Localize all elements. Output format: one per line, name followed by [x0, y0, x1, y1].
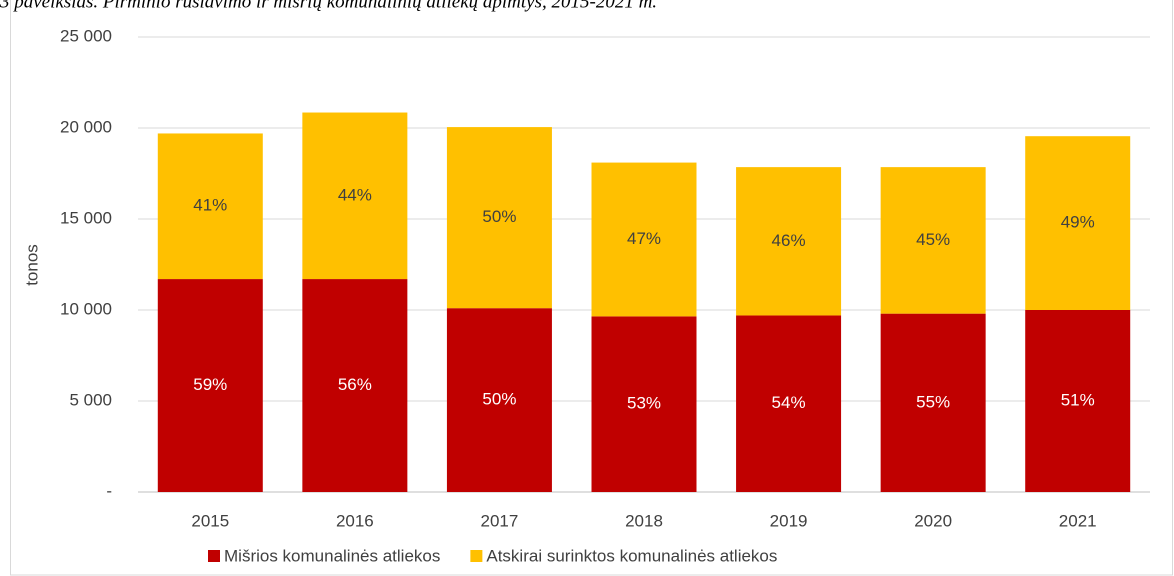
y-tick-label: 5 000 [69, 390, 112, 409]
bar-segment [302, 112, 408, 280]
bar-segment [1025, 310, 1131, 492]
data-label: 59% [193, 375, 227, 394]
bar-segment [446, 127, 552, 309]
bar-segment [736, 315, 842, 492]
x-tick-label: 2015 [191, 511, 229, 530]
bar-segment [591, 316, 697, 492]
legend-swatch [470, 550, 483, 562]
data-label: 47% [627, 229, 661, 248]
y-axis-title: tonos [22, 244, 41, 286]
bar-segment [880, 313, 986, 492]
x-tick-label: 2019 [770, 511, 808, 530]
data-label: 53% [627, 394, 661, 413]
bar-segment [157, 279, 263, 492]
y-tick-label: 15 000 [60, 208, 112, 227]
bar-segment [1025, 136, 1131, 310]
data-label: 41% [193, 196, 227, 215]
x-tick-label: 2016 [336, 511, 374, 530]
data-label: 55% [916, 392, 950, 411]
y-tick-label: 25 000 [60, 26, 112, 45]
data-label: 50% [482, 207, 516, 226]
chart-border [10, 0, 1173, 576]
x-tick-label: 2021 [1059, 511, 1097, 530]
legend-swatch [208, 550, 220, 562]
x-tick-label: 2020 [914, 511, 952, 530]
data-label: 44% [338, 185, 372, 204]
bar-segment [157, 133, 263, 280]
legend-label: Mišrios komunalinės atliekos [224, 546, 440, 565]
data-label: 46% [772, 231, 806, 250]
data-label: 50% [482, 390, 516, 409]
y-tick-label: 10 000 [60, 299, 112, 318]
data-label: 56% [338, 375, 372, 394]
x-tick-label: 2017 [481, 511, 519, 530]
y-tick-label: - [106, 481, 112, 500]
bar-segment [736, 167, 842, 316]
bar-segment [446, 308, 552, 492]
y-tick-label: 20 000 [60, 117, 112, 136]
bar-segment [591, 162, 697, 317]
data-label: 51% [1061, 390, 1095, 409]
bar-segment [880, 167, 986, 314]
chart-title: 3 paveikslas. Pirminio rūšiavimo ir mišr… [0, 0, 657, 12]
x-tick-label: 2018 [625, 511, 663, 530]
data-label: 45% [916, 230, 950, 249]
legend-label: Atskirai surinktos komunalinės atliekos [486, 546, 777, 565]
data-label: 49% [1061, 213, 1095, 232]
bar-segment [302, 279, 408, 492]
data-label: 54% [772, 393, 806, 412]
